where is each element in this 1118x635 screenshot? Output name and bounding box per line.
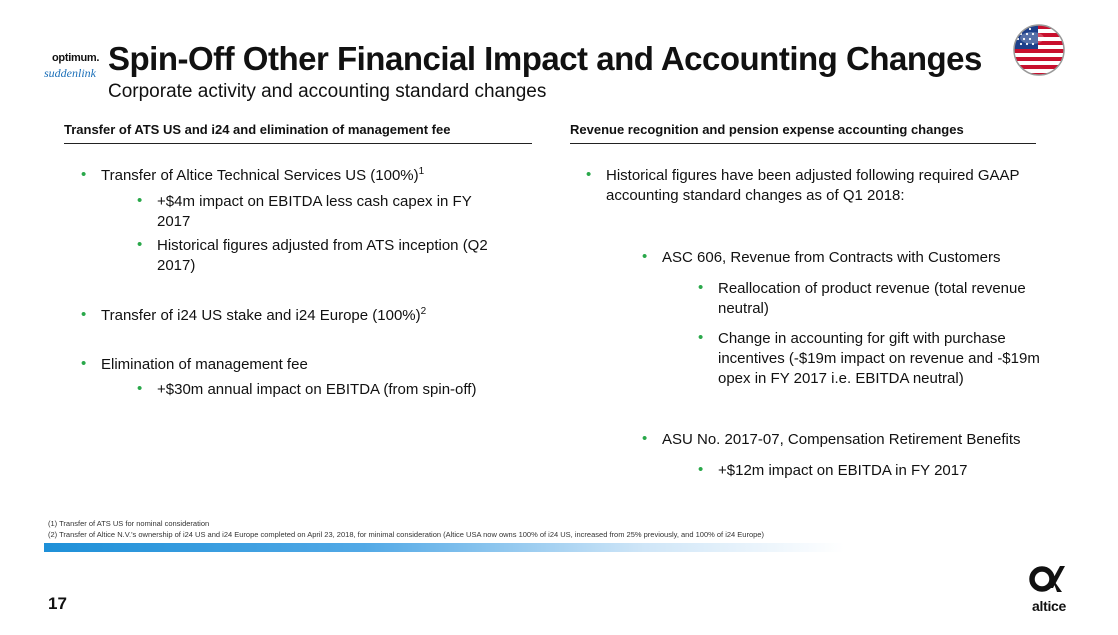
item-text: Transfer of i24 US stake and i24 Europe … [101,307,421,324]
list-item: • Transfer of i24 US stake and i24 Europ… [81,306,521,326]
suddenlink-logo-text: suddenlink [44,66,96,80]
list-item: • Reallocation of product revenue (total… [698,279,1048,319]
list-item: • Change in accounting for gift with pur… [698,329,1048,389]
footnote-2: (2) Transfer of Altice N.V.'s ownership … [48,530,764,539]
footnote-ref: 1 [418,166,425,177]
list-item: • Historical figures have been adjusted … [586,166,1046,206]
item-text: +$12m impact on EBITDA in FY 2017 [718,462,968,479]
bullet-icon: • [586,166,592,183]
footnote-ref: 2 [420,306,427,317]
right-section-heading: Revenue recognition and pension expense … [570,122,1036,144]
left-section-heading: Transfer of ATS US and i24 and eliminati… [64,122,532,144]
bullet-icon: • [81,355,87,372]
list-item: • +$30m annual impact on EBITDA (from sp… [137,380,517,400]
bullet-icon: • [642,430,648,447]
item-text: +$30m annual impact on EBITDA (from spin… [157,381,477,398]
altice-logo-text: altice [1032,598,1066,614]
gradient-divider [44,543,844,552]
footnotes: (1) Transfer of ATS US for nominal consi… [48,518,764,540]
altice-logo: altice [1018,560,1078,616]
list-item: • Elimination of management fee [81,355,521,375]
bullet-icon: • [698,329,704,346]
item-text: Elimination of management fee [101,356,308,373]
bullet-icon: • [642,248,648,265]
bullet-icon: • [698,461,704,478]
page-title: Spin-Off Other Financial Impact and Acco… [108,40,982,77]
item-text: Transfer of Altice Technical Services US… [101,167,419,184]
item-text: +$4m impact on EBITDA less cash capex in… [157,193,472,230]
page-subtitle: Corporate activity and accounting standa… [108,81,547,102]
page-number: 17 [48,594,67,613]
altice-logo-icon [1029,566,1065,592]
list-item: • Transfer of Altice Technical Services … [81,166,521,186]
list-item: • +$12m impact on EBITDA in FY 2017 [698,461,1048,481]
item-text: Historical figures have been adjusted fo… [606,167,1020,204]
optimum-suddenlink-logo: optimum. suddenlink [44,48,104,98]
item-text: Reallocation of product revenue (total r… [718,280,1026,317]
list-item: • +$4m impact on EBITDA less cash capex … [137,192,492,232]
footnote-1: (1) Transfer of ATS US for nominal consi… [48,519,210,528]
bullet-icon: • [81,166,87,183]
list-item: • ASU No. 2017-07, Compensation Retireme… [642,430,1052,450]
bullet-icon: • [137,236,143,253]
bullet-icon: • [137,192,143,209]
list-item: • Historical figures adjusted from ATS i… [137,236,512,276]
item-text: ASC 606, Revenue from Contracts with Cus… [662,249,1001,266]
bullet-icon: • [137,380,143,397]
optimum-logo-text: optimum. [52,52,100,64]
item-text: Historical figures adjusted from ATS inc… [157,237,488,274]
us-flag-icon [1013,24,1065,76]
list-item: • ASC 606, Revenue from Contracts with C… [642,248,1052,268]
item-text: ASU No. 2017-07, Compensation Retirement… [662,431,1021,448]
bullet-icon: • [81,306,87,323]
bullet-icon: • [698,279,704,296]
item-text: Change in accounting for gift with purch… [718,330,1040,387]
